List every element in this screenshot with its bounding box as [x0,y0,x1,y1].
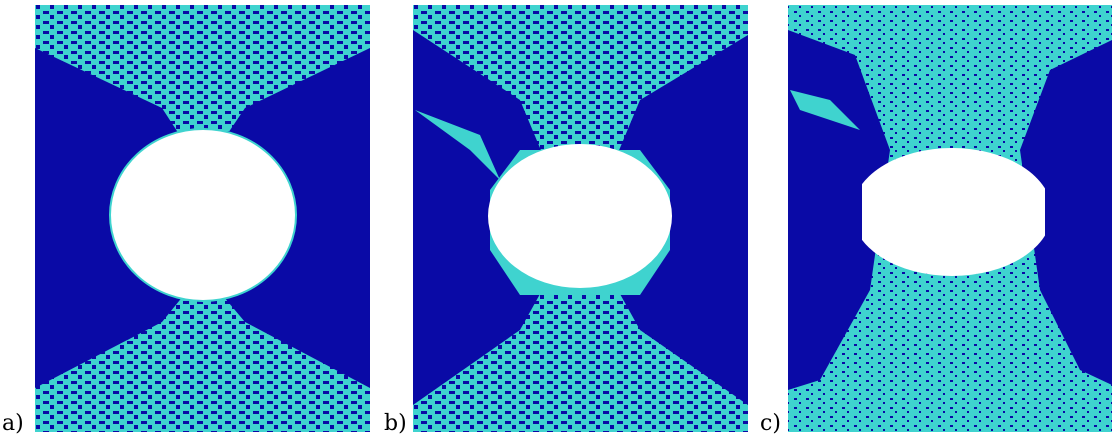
panel-label: b) [384,411,407,436]
panel-label: c) [760,411,781,436]
panel-label: a) [2,411,24,436]
figure: a) b) c) [0,0,1114,437]
panel-a: a) [2,5,370,436]
panel-b: b) [384,5,748,436]
panel-c: c) [760,5,1112,436]
